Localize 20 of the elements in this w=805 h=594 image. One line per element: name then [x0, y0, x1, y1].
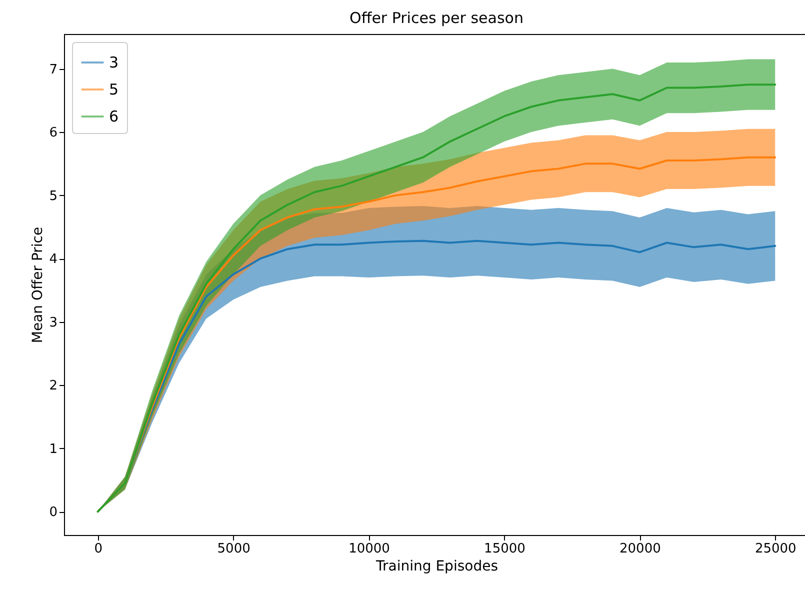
y-tick-label: 7 [49, 62, 58, 78]
y-tick-label: 0 [49, 505, 58, 520]
legend-label: 3 [109, 54, 119, 72]
x-axis-title: Training Episodes [375, 558, 498, 574]
legend-label: 5 [109, 80, 119, 98]
x-tick-label: 0 [94, 542, 103, 556]
y-axis-title: Mean Offer Price [30, 226, 46, 344]
x-tick-label: 5000 [217, 542, 250, 556]
x-tick-label: 20000 [620, 542, 661, 556]
y-tick-label: 2 [49, 378, 58, 394]
x-tick-label: 15000 [484, 542, 526, 556]
y-tick-label: 3 [49, 315, 58, 330]
y-tick-label: 4 [49, 252, 58, 268]
legend-label: 6 [109, 108, 119, 126]
y-tick-label: 6 [49, 126, 58, 141]
y-tick-label: 5 [49, 188, 58, 204]
x-tick-label: 10000 [348, 542, 390, 556]
chart-title: Offer Prices per season [350, 9, 524, 27]
y-tick-label: 1 [49, 442, 58, 457]
x-tick-label: 25000 [754, 542, 796, 556]
